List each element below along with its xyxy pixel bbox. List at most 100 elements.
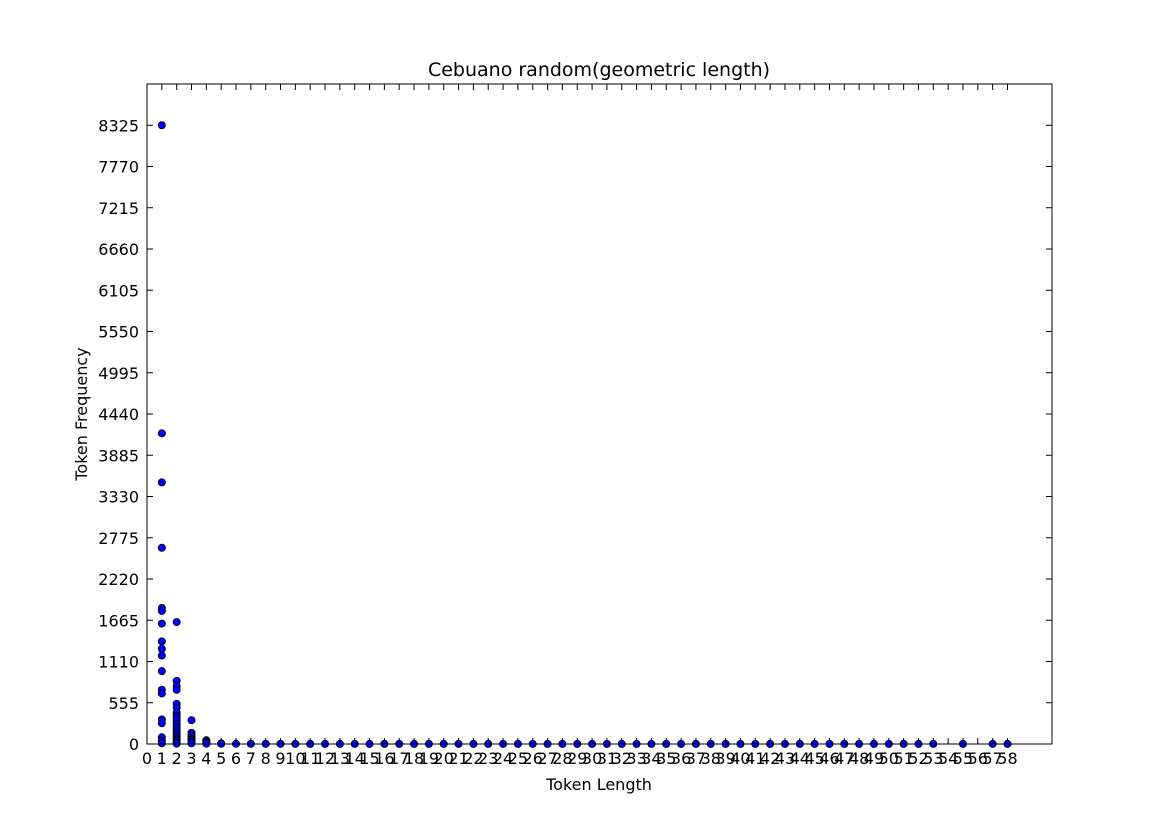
x-tick-label: 35: [656, 749, 676, 768]
x-tick-label: 41: [745, 749, 765, 768]
x-tick-label: 46: [819, 749, 839, 768]
x-tick-label: 26: [523, 749, 543, 768]
data-point: [157, 739, 166, 748]
data-point: [157, 543, 166, 552]
data-point: [157, 637, 166, 646]
x-tick-label: 9: [275, 749, 285, 768]
x-tick-label: 15: [359, 749, 379, 768]
data-point: [157, 644, 166, 653]
x-tick-label: 50: [879, 749, 899, 768]
y-tick-label: 1110: [98, 653, 139, 672]
y-tick-label: 6660: [98, 240, 139, 259]
x-tick-label: 14: [345, 749, 365, 768]
x-tick-label: 20: [434, 749, 454, 768]
y-tick-label: 8325: [98, 116, 139, 135]
y-tick-label: 0: [129, 735, 139, 754]
y-tick-label: 2220: [98, 570, 139, 589]
x-axis-ticks: 0 1 2 3 4 5 6 7 8 9 101112131415161718192021222324…: [142, 84, 1018, 768]
x-tick-label: 18: [404, 749, 424, 768]
x-tick-label: 28: [552, 749, 572, 768]
y-tick-label: 1665: [98, 611, 139, 630]
data-point: [172, 618, 181, 627]
x-tick-label: 58: [997, 749, 1017, 768]
data-point: [157, 121, 166, 130]
x-tick-label: 25: [508, 749, 528, 768]
x-tick-label: 31: [597, 749, 617, 768]
x-tick-label: 57: [982, 749, 1002, 768]
data-points: [157, 121, 1012, 748]
x-tick-label: 24: [493, 749, 513, 768]
x-tick-label: 23: [478, 749, 498, 768]
data-point: [157, 429, 166, 438]
x-tick-label: 33: [626, 749, 646, 768]
x-tick-label: 27: [537, 749, 557, 768]
data-point: [157, 651, 166, 660]
x-tick-label: 5: [216, 749, 226, 768]
x-tick-label: 22: [463, 749, 483, 768]
plot-area-frame: [146, 83, 1053, 745]
x-tick-label: 36: [671, 749, 691, 768]
x-tick-label: 39: [715, 749, 735, 768]
data-point: [187, 716, 196, 725]
x-tick-label: 3: [186, 749, 196, 768]
x-tick-label: 32: [612, 749, 632, 768]
data-point: [157, 689, 166, 698]
x-tick-label: 16: [374, 749, 394, 768]
y-tick-label: 5550: [98, 323, 139, 342]
x-tick-label: 47: [834, 749, 854, 768]
y-tick-label: 2775: [98, 529, 139, 548]
x-tick-label: 37: [686, 749, 706, 768]
x-tick-label: 11: [300, 749, 320, 768]
x-tick-label: 56: [968, 749, 988, 768]
data-point: [157, 619, 166, 628]
data-point: [157, 478, 166, 487]
x-tick-label: 43: [775, 749, 795, 768]
x-tick-label: 2: [172, 749, 182, 768]
y-tick-label: 6105: [98, 281, 139, 300]
x-tick-label: 30: [582, 749, 602, 768]
x-tick-label: 29: [567, 749, 587, 768]
y-tick-label: 4440: [98, 405, 139, 424]
x-tick-label: 10: [285, 749, 305, 768]
x-tick-label: 8: [261, 749, 271, 768]
x-tick-label: 45: [804, 749, 824, 768]
x-tick-label: 1: [157, 749, 167, 768]
x-tick-label: 38: [701, 749, 721, 768]
y-tick-label: 7215: [98, 199, 139, 218]
x-tick-label: 53: [923, 749, 943, 768]
x-tick-label: 4: [201, 749, 211, 768]
x-tick-label: 12: [315, 749, 335, 768]
data-point: [157, 667, 166, 676]
x-axis-label: Token Length: [545, 775, 652, 794]
y-tick-label: 3330: [98, 488, 139, 507]
y-axis-ticks: 0 555 1110 1665 2220 2775 3330 3885 4440 4995 5550…: [98, 116, 1052, 754]
x-tick-label: 52: [908, 749, 928, 768]
y-tick-label: 555: [108, 694, 139, 713]
x-tick-label: 19: [419, 749, 439, 768]
x-tick-label: 7: [246, 749, 256, 768]
x-tick-label: 55: [953, 749, 973, 768]
x-tick-label: 6: [231, 749, 241, 768]
x-tick-label: 51: [893, 749, 913, 768]
x-tick-label: 49: [864, 749, 884, 768]
x-tick-label: 0: [142, 749, 152, 768]
x-tick-label: 34: [641, 749, 661, 768]
y-axis-label: Token Frequency: [72, 347, 91, 481]
data-point: [187, 739, 196, 748]
x-tick-label: 48: [849, 749, 869, 768]
y-tick-label: 3885: [98, 446, 139, 465]
x-tick-label: 40: [730, 749, 750, 768]
x-tick-label: 42: [760, 749, 780, 768]
x-tick-label: 21: [448, 749, 468, 768]
x-tick-label: 54: [938, 749, 958, 768]
data-point: [172, 685, 181, 694]
data-point: [157, 719, 166, 728]
x-tick-label: 44: [790, 749, 810, 768]
y-tick-label: 4995: [98, 364, 139, 383]
chart-title: Cebuano random(geometric length): [428, 59, 770, 81]
y-tick-label: 7770: [98, 158, 139, 177]
x-tick-label: 17: [389, 749, 409, 768]
x-tick-label: 13: [330, 749, 350, 768]
data-point: [157, 606, 166, 615]
